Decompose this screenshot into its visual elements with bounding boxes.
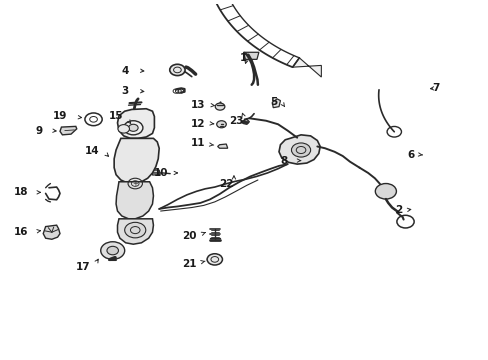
Circle shape	[244, 121, 248, 124]
Text: 20: 20	[182, 231, 196, 242]
Circle shape	[118, 125, 129, 133]
Text: 9: 9	[35, 126, 42, 136]
Polygon shape	[272, 99, 280, 108]
Polygon shape	[116, 182, 153, 219]
Circle shape	[241, 120, 245, 123]
Circle shape	[124, 222, 145, 238]
Text: 7: 7	[432, 83, 439, 93]
Text: 15: 15	[109, 112, 123, 121]
Polygon shape	[114, 138, 159, 184]
Text: 21: 21	[182, 259, 196, 269]
Circle shape	[291, 143, 310, 157]
Text: 2: 2	[395, 205, 402, 215]
Text: 14: 14	[85, 146, 100, 156]
Text: 4: 4	[121, 66, 128, 76]
Text: 18: 18	[13, 187, 28, 197]
Polygon shape	[292, 58, 321, 77]
Text: 19: 19	[53, 112, 67, 121]
Text: 12: 12	[190, 118, 205, 129]
Polygon shape	[117, 219, 153, 244]
Circle shape	[207, 254, 222, 265]
Text: 8: 8	[280, 156, 287, 166]
Text: 10: 10	[153, 168, 167, 178]
Text: +: +	[132, 180, 138, 186]
Circle shape	[169, 64, 184, 76]
Polygon shape	[217, 144, 227, 148]
Polygon shape	[60, 126, 77, 135]
Text: 1: 1	[239, 53, 246, 63]
Circle shape	[128, 124, 138, 131]
Polygon shape	[117, 109, 154, 138]
Text: 6: 6	[407, 150, 414, 159]
Text: 16: 16	[13, 227, 28, 237]
Circle shape	[107, 246, 118, 255]
Text: 22: 22	[219, 179, 233, 189]
Circle shape	[215, 103, 224, 110]
Polygon shape	[279, 135, 320, 164]
Text: 5: 5	[269, 97, 277, 107]
Circle shape	[216, 121, 226, 128]
Circle shape	[101, 242, 124, 259]
Polygon shape	[43, 225, 60, 239]
Polygon shape	[243, 52, 258, 59]
Circle shape	[123, 121, 142, 135]
Text: 13: 13	[190, 100, 205, 110]
Circle shape	[375, 184, 396, 199]
Text: 3: 3	[121, 86, 128, 96]
Text: 23: 23	[228, 116, 243, 126]
Polygon shape	[152, 170, 160, 175]
Text: 17: 17	[76, 262, 90, 273]
Text: 11: 11	[190, 138, 205, 148]
